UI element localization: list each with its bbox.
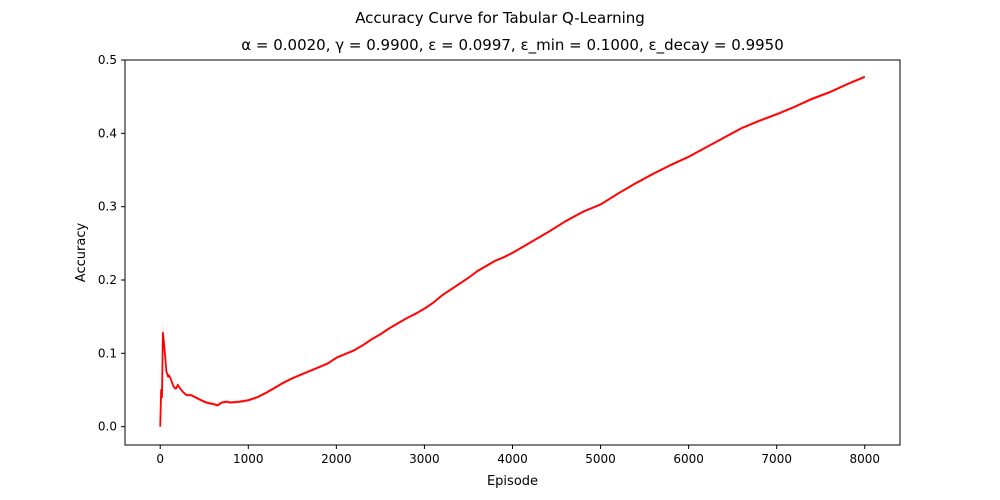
chart-title: α = 0.0020, γ = 0.9900, ε = 0.0997, ε_mi… [241,36,784,54]
y-tick-label: 0.3 [98,200,117,214]
series-line [159,76,866,427]
x-tick-label: 0 [156,452,164,466]
x-tick-label: 1000 [233,452,264,466]
y-tick-label: 0.0 [98,420,117,434]
series-line-layer [159,76,866,427]
y-axis-ticks: 0.0 0.1 0.2 0.3 0.4 0.5 [98,53,125,434]
y-tick-label: 0.2 [98,273,117,287]
chart-suptitle: Accuracy Curve for Tabular Q-Learning [355,9,645,27]
x-tick-label: 7000 [761,452,792,466]
x-tick-label: 8000 [849,452,880,466]
x-tick-label: 4000 [497,452,528,466]
x-axis-label: Episode [487,474,538,489]
x-tick-label: 5000 [585,452,616,466]
y-tick-label: 0.5 [98,53,117,67]
y-tick-label: 0.4 [98,126,117,140]
x-tick-label: 6000 [673,452,704,466]
x-tick-label: 3000 [409,452,440,466]
y-tick-label: 0.1 [98,346,117,360]
x-tick-label: 2000 [321,452,352,466]
x-axis-ticks: 0 1000 2000 3000 4000 5000 6000 7000 8000 [156,445,880,466]
confidence-band-layer [160,75,865,427]
y-axis-label: Accuracy [74,223,89,283]
series-confidence-band [160,75,865,427]
